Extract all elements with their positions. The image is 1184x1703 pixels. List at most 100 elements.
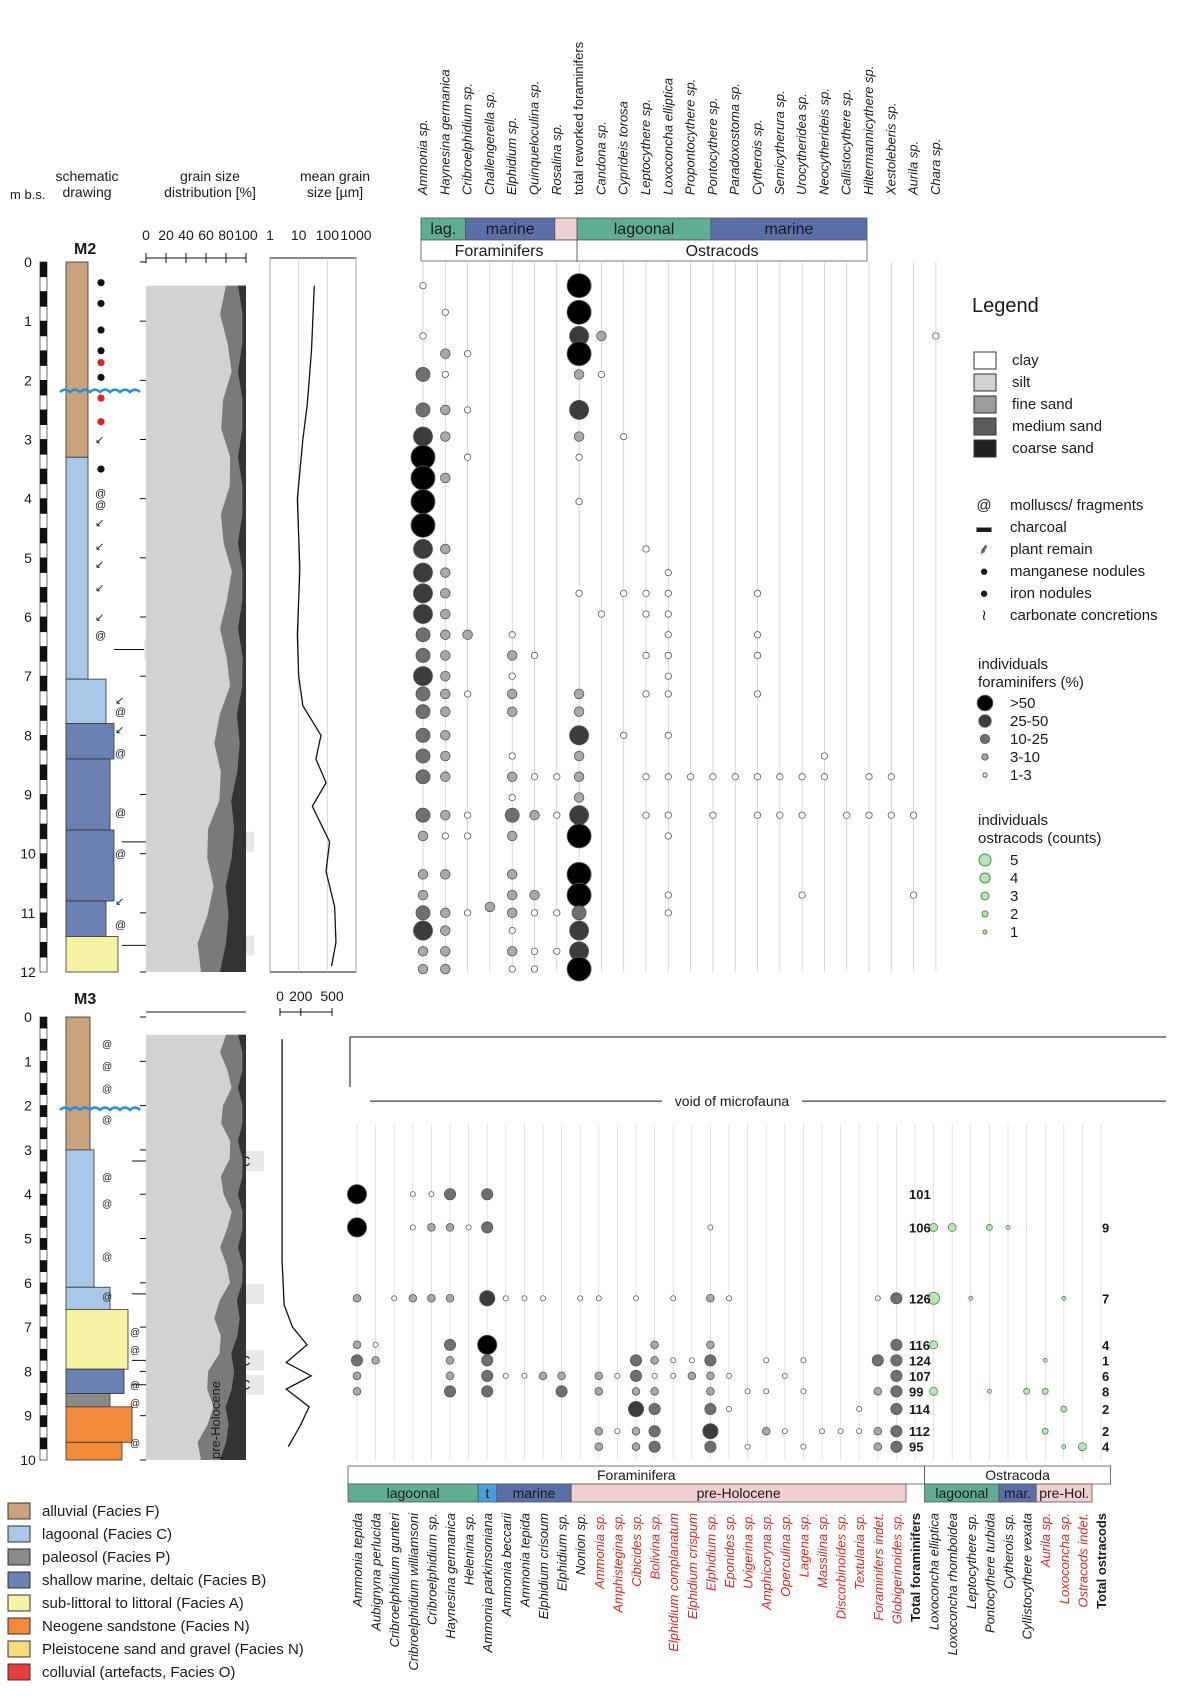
nodule-icon [97,394,105,402]
fossil-icon: @ [102,1172,112,1183]
occurrence-point [440,810,451,821]
ostracod-count-label: 5 [1010,852,1018,869]
occurrence-point [664,811,672,819]
grain-swatch [973,373,997,392]
depth-scale-segment [39,335,48,352]
group-band-label: marine [513,1485,556,1501]
occurrence-point [873,1387,883,1396]
occurrence-point [929,1340,938,1350]
core-title-m3: M3 [74,991,96,1008]
occurrence-point [890,1369,903,1382]
depth-scale-segment [39,838,48,854]
depth-scale-segment [39,1371,48,1383]
taxon-label: Rosalina sp. [549,123,564,195]
m2-occurrence-table: Ammonia sp. Haynesina germanica Cribroelph… [410,41,943,982]
depth-tick-label: 3 [24,1142,32,1158]
occurrence-point [440,750,451,762]
occurrence-point [440,730,451,741]
occurrence-point [856,1428,863,1435]
occurrence-point [415,704,431,720]
occurrence-point [440,688,451,700]
occurrence-point [664,589,672,597]
depth-scale-segment [39,794,48,810]
depth-scale-segment [39,1049,48,1062]
occurrence-point [1078,1442,1087,1452]
taxon-label: Nonion sp. [573,1513,588,1575]
depth-scale-segment [39,1171,48,1184]
depth-tick-label: 10 [20,1452,36,1468]
schematic-header: schematic [55,168,118,184]
depth-scale-segment [39,808,48,825]
occurrence-point [508,631,516,639]
foram-class-label: >50 [1010,695,1035,712]
grain-axis-label: 60 [198,227,214,243]
occurrence-point [1041,1387,1049,1395]
depth-scale-segment [39,1182,48,1195]
occurrence-point [1042,1357,1048,1363]
nodule-icon [97,326,105,334]
occurrence-point [553,811,561,819]
occurrence-point [508,926,516,935]
grain-swatch [973,417,997,436]
fossil-icon: ↙ [115,695,124,707]
occurrence-point [726,1295,732,1302]
mean-grain-line [281,1039,313,1448]
occurrence-point [481,1221,494,1234]
medium-sand-area [220,1034,246,1460]
occurrence-point [463,832,472,840]
depth-tick-label: 10 [20,846,36,862]
occurrence-point [820,752,829,760]
foram-legend-title: individuals [978,656,1048,673]
ostracod-count-dot [979,872,991,884]
occurrence-point [479,1290,496,1307]
taxon-label: Loxoconcha rhomboidea [945,1513,960,1655]
occurrence-point [419,332,427,340]
occurrence-point [463,909,472,917]
occurrence-point [409,1224,416,1231]
group-band-label: pre-Holocene [697,1485,781,1501]
occurrence-point [415,807,431,823]
occurrence-point [440,869,451,880]
taxon-label: Cyprideis torosa [616,101,631,195]
depth-scale-segment [39,365,48,381]
occurrence-point [874,1295,881,1302]
taxon-label: Leptocythere sp. [964,1513,979,1609]
occurrence-point [594,1426,604,1436]
fossil-icon: ↙ [95,582,104,594]
occurrence-point [507,706,518,717]
taxon-label: Aurila sp. [1038,1513,1053,1568]
occurrence-point [440,907,451,919]
total-ostracods-value: 7 [1102,1291,1109,1306]
occurrence-point [594,1387,604,1396]
occurrence-point [642,651,650,660]
fossil-icon: @ [130,1381,140,1392]
taxon-label: Total ostracods [1094,1513,1109,1609]
depth-tick-label: 9 [24,787,32,803]
occurrence-point [440,431,451,442]
occurrence-point [508,672,516,680]
occurrence-point [702,1423,719,1440]
lithology-unit [65,723,115,760]
depth-unit-label: m b.s. [10,187,45,202]
occurrence-point [443,1385,456,1398]
occurrence-point [566,823,592,849]
fossil-icon: @ [115,849,126,861]
occurrence-point [530,965,539,973]
facies-label: Pleistocene sand and gravel (Facies N) [42,1641,304,1658]
foram-class-dot [981,753,989,761]
taxon-label: Cribroelphidium sp. [460,83,475,195]
taxon-label: Foraminifers indet. [871,1513,886,1621]
depth-scale-segment [39,601,48,618]
occurrence-point [929,1386,938,1396]
grain-swatch [973,439,997,458]
depth-scale-segment [39,513,48,529]
symbol-label: iron nodules [1010,585,1092,602]
occurrence-point [346,1217,367,1238]
foram-class-dot [976,694,994,712]
occurrence-point [670,1357,677,1364]
depth-scale-segment [39,542,48,559]
occurrence-point [664,631,672,639]
occurrence-point [440,608,451,620]
group-band-label: lagoonal [614,221,675,238]
taxon-label: Eponides sp. [722,1513,737,1588]
